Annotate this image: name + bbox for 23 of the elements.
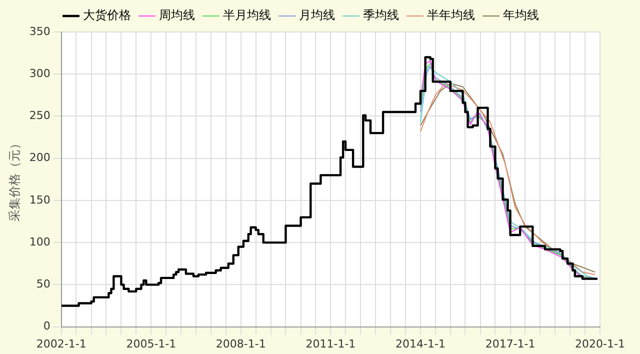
y-tick-label: 200 bbox=[29, 151, 50, 164]
y-tick-label: 50 bbox=[36, 278, 50, 291]
y-axis-title: 采集价格（元） bbox=[7, 137, 22, 222]
y-tick-label: 100 bbox=[29, 235, 50, 248]
y-tick-label: 300 bbox=[29, 66, 50, 80]
x-tick-label: 2005-1-1 bbox=[126, 337, 176, 350]
legend-label: 大货价格 bbox=[83, 8, 131, 22]
y-tick-label: 350 bbox=[29, 24, 50, 38]
legend-label: 月均线 bbox=[299, 8, 335, 22]
x-tick-label: 2002-1-1 bbox=[36, 337, 86, 350]
legend-label: 年均线 bbox=[503, 8, 539, 22]
legend-label: 周均线 bbox=[159, 8, 195, 22]
x-tick-label: 2020-1-1 bbox=[575, 337, 625, 350]
legend-label: 半月均线 bbox=[223, 8, 271, 22]
x-tick-label: 2017-1-1 bbox=[485, 337, 536, 350]
x-tick-label: 2011-1-1 bbox=[306, 337, 356, 350]
x-tick-label: 2014-1-1 bbox=[396, 337, 446, 350]
y-tick-label: 250 bbox=[29, 109, 50, 122]
y-tick-label: 150 bbox=[29, 193, 50, 206]
x-tick-label: 2008-1-1 bbox=[216, 337, 266, 350]
legend-label: 半年均线 bbox=[427, 8, 475, 22]
y-tick-label: 0 bbox=[43, 320, 50, 333]
legend-label: 季均线 bbox=[363, 8, 399, 22]
